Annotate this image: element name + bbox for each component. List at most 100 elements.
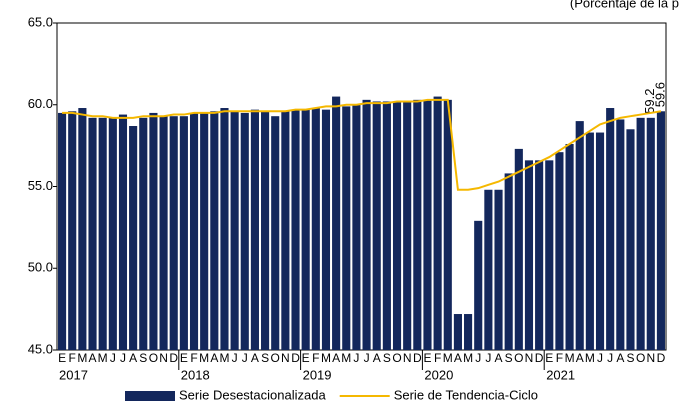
x-tick-label: M: [98, 351, 108, 365]
bar: [159, 116, 168, 350]
x-tick-label: M: [199, 351, 209, 365]
x-tick-label: J: [597, 351, 603, 365]
x-tick-label: D: [657, 351, 666, 365]
x-tick-label: D: [413, 351, 422, 365]
bar: [514, 148, 523, 350]
bar: [464, 314, 473, 350]
bar: [535, 160, 544, 350]
x-tick-label: M: [341, 351, 351, 365]
x-tick-label: M: [443, 351, 453, 365]
data-label: 59.6: [652, 82, 667, 107]
bar: [352, 104, 361, 350]
x-tick-label: O: [149, 351, 158, 365]
y-tick-label: 60.0: [28, 96, 53, 111]
x-tick-label: A: [373, 351, 381, 365]
x-tick-label: J: [607, 351, 613, 365]
bar: [220, 108, 229, 351]
bar: [240, 112, 249, 350]
x-tick-label: E: [302, 351, 310, 365]
bar: [88, 117, 97, 350]
bar: [443, 99, 452, 350]
x-tick-label: J: [485, 351, 491, 365]
trend-line: [62, 98, 662, 191]
bar: [321, 109, 331, 350]
y-tick-label: 45.0: [28, 341, 53, 356]
x-tick-label: S: [261, 351, 269, 365]
bar: [311, 108, 320, 351]
x-tick-label: J: [475, 351, 481, 365]
bar: [453, 314, 462, 350]
x-tick-label: F: [556, 351, 563, 365]
bar: [616, 119, 625, 350]
x-tick-label: J: [120, 351, 126, 365]
bar: [250, 109, 259, 350]
x-tick-label: M: [77, 351, 87, 365]
x-tick-label: D: [169, 351, 178, 365]
bar: [403, 101, 412, 350]
x-tick-label: A: [576, 351, 584, 365]
bar: [129, 126, 138, 350]
bar: [636, 117, 645, 350]
x-tick-label: M: [463, 351, 473, 365]
bar: [565, 143, 574, 350]
bar: [433, 96, 442, 350]
bar: [98, 117, 107, 350]
bar: [474, 220, 483, 350]
bar: [139, 117, 148, 350]
x-tick-label: N: [281, 351, 290, 365]
bar: [179, 116, 188, 350]
x-tick-label: A: [616, 351, 624, 365]
x-tick-label: N: [646, 351, 655, 365]
bar: [271, 116, 280, 350]
x-tick-label: O: [392, 351, 401, 365]
chart-title: (Porcentaje de la p: [570, 0, 679, 10]
bar: [382, 101, 391, 350]
bar: [413, 99, 422, 350]
year-label: 2017: [59, 367, 88, 382]
x-tick-label: A: [210, 351, 218, 365]
bar: [555, 152, 564, 350]
x-tick-label: A: [495, 351, 503, 365]
x-tick-label: F: [312, 351, 319, 365]
x-tick-label: F: [434, 351, 441, 365]
bar: [626, 129, 635, 350]
year-label: 2021: [546, 367, 575, 382]
x-tick-label: D: [291, 351, 300, 365]
bar: [524, 160, 534, 350]
x-tick-label: A: [454, 351, 462, 365]
x-tick-label: S: [626, 351, 634, 365]
bar: [392, 101, 402, 350]
bar: [149, 112, 158, 350]
x-tick-label: E: [58, 351, 66, 365]
x-tick-label: S: [139, 351, 147, 365]
x-tick-label: J: [242, 351, 248, 365]
y-tick-label: 50.0: [28, 260, 53, 275]
bar: [575, 121, 584, 350]
bar: [484, 189, 493, 350]
plot-frame: [56, 22, 667, 351]
bar: [332, 96, 341, 350]
legend-label: Serie Desestacionalizada: [179, 387, 326, 402]
bar: [545, 160, 554, 350]
bar: [372, 101, 381, 350]
legend-label: Serie de Tendencia-Ciclo: [394, 387, 538, 402]
bar: [494, 189, 503, 350]
bar: [606, 108, 615, 351]
year-label: 2018: [181, 367, 210, 382]
x-tick-label: F: [190, 351, 197, 365]
x-tick-label: S: [383, 351, 391, 365]
bar: [118, 114, 128, 350]
bar: [189, 112, 199, 350]
y-tick-label: 55.0: [28, 178, 53, 193]
x-tick-label: N: [159, 351, 168, 365]
bar: [646, 117, 655, 350]
bar: [261, 111, 270, 350]
bar: [595, 132, 605, 350]
bar: [68, 111, 77, 350]
x-tick-label: O: [636, 351, 645, 365]
bar: [200, 112, 209, 350]
x-tick-label: J: [232, 351, 238, 365]
bar: [423, 99, 432, 350]
bar: [108, 117, 117, 350]
